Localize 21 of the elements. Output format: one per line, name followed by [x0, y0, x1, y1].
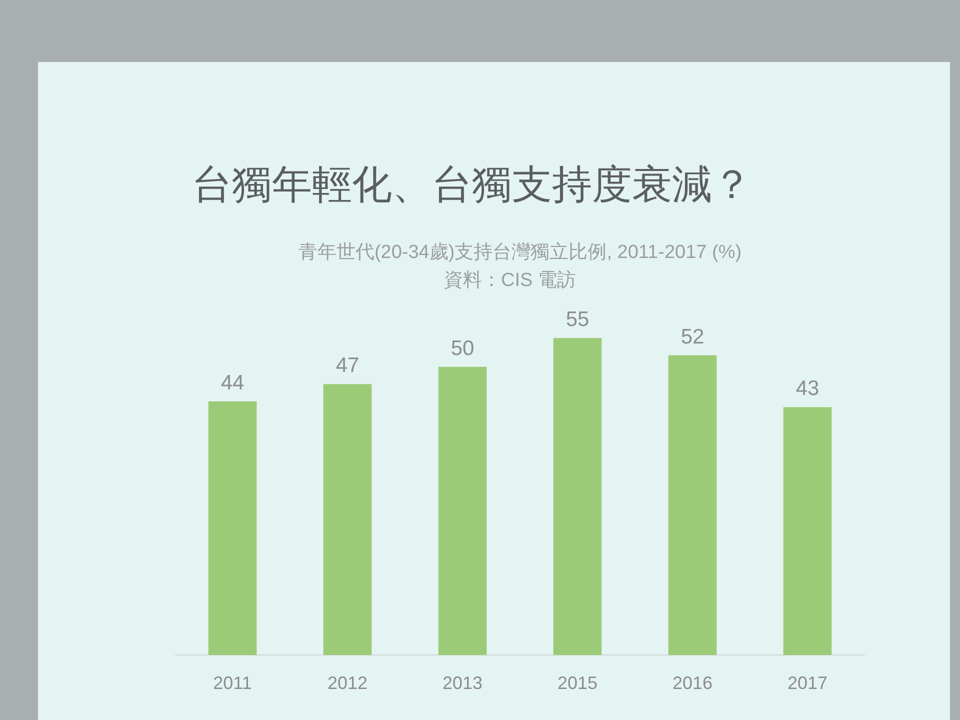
data-label: 52: [680, 325, 704, 348]
data-label: 44: [220, 371, 244, 394]
bar: [668, 355, 717, 655]
text: 資料：CIS 電訪: [444, 269, 576, 291]
bar: [783, 407, 832, 655]
data-label: 47: [336, 354, 360, 378]
x-tick-label: 2011: [213, 673, 252, 693]
bar: [553, 338, 602, 655]
x-tick-label: 2017: [787, 673, 828, 693]
bar: [438, 366, 487, 655]
x-tick-label: 2013: [442, 673, 483, 693]
data-label: 50: [450, 336, 474, 360]
data-label: 55: [566, 308, 590, 331]
data-label: 43: [796, 377, 820, 400]
bar: [208, 401, 257, 655]
bar: [323, 384, 372, 655]
chart-title: 台獨年輕化、台獨支持度衰減？: [192, 163, 752, 207]
chart-subtitle: 青年世代(20-34歲)支持台灣獨立比例, 2011-2017 (%): [298, 241, 742, 263]
x-tick-label: 2015: [557, 673, 598, 693]
x-tick-label: 2012: [327, 673, 368, 693]
x-tick-label: 2016: [672, 673, 713, 693]
